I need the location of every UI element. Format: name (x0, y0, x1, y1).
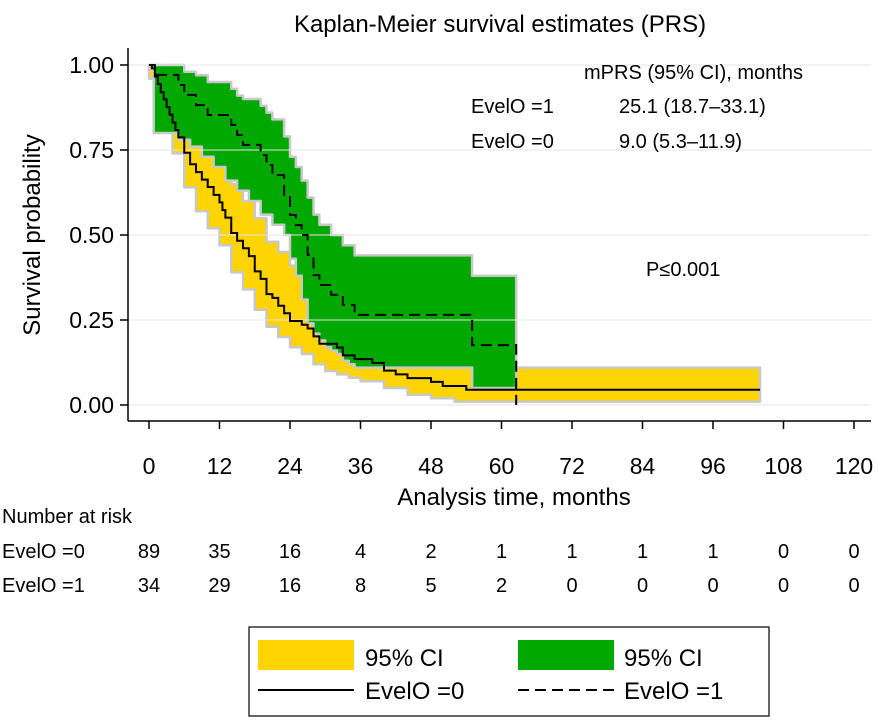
risk-value: 16 (279, 541, 301, 563)
risk-value: 1 (566, 541, 577, 563)
y-tick-label: 0.75 (69, 137, 114, 163)
x-tick-label: 96 (700, 453, 726, 479)
risk-value: 89 (138, 541, 160, 563)
y-tick-label: 0.50 (69, 222, 114, 248)
legend-label-evelo1: EvelO =1 (624, 678, 723, 705)
annotation-label-evelo0: EvelO =0 (471, 131, 554, 153)
annotation-value-evelo1: 25.1 (18.7–33.1) (619, 96, 766, 118)
risk-table: 89 35 16 4 2 1 1 1 1 0 0 34 29 16 8 5 2 0 0 0 0 0 (138, 541, 860, 597)
km-curve-evelo1 (149, 64, 518, 405)
p-value: P≤0.001 (646, 259, 720, 281)
x-tick-label: 60 (489, 453, 515, 479)
risk-value: 29 (208, 575, 230, 597)
risk-table-title: Number at risk (2, 506, 133, 528)
risk-value: 1 (707, 541, 718, 563)
risk-value: 8 (355, 575, 366, 597)
annotation-label-evelo1: EvelO =1 (471, 96, 554, 118)
risk-value: 0 (848, 575, 859, 597)
legend-swatch-ci-evelo1 (518, 640, 614, 670)
y-tick-label: 0.00 (69, 392, 114, 418)
y-tick-label: 0.25 (69, 307, 114, 333)
risk-value: 4 (355, 541, 366, 563)
risk-value: 34 (138, 575, 160, 597)
legend-label-evelo0: EvelO =0 (365, 678, 464, 705)
x-axis-label: Analysis time, months (397, 484, 630, 511)
risk-value: 16 (279, 575, 301, 597)
risk-value: 2 (425, 541, 436, 563)
x-tick-label: 120 (835, 453, 873, 479)
x-tick-label: 0 (143, 453, 156, 479)
legend-swatch-ci-evelo0 (258, 640, 354, 670)
y-axis-label: Survival probability (19, 134, 46, 335)
legend: 95% CI 95% CI EvelO =0 EvelO =1 (248, 626, 770, 717)
risk-value: 0 (637, 575, 648, 597)
risk-value: 0 (707, 575, 718, 597)
risk-value: 0 (566, 575, 577, 597)
legend-label-ci-evelo0: 95% CI (365, 645, 444, 672)
ci-band-evelo1 (147, 63, 518, 390)
risk-value: 1 (496, 541, 507, 563)
annotation-header: mPRS (95% CI), months (584, 62, 803, 84)
y-tick-label: 1.00 (69, 52, 114, 78)
risk-value: 0 (848, 541, 859, 563)
risk-value: 2 (496, 575, 507, 597)
legend-label-ci-evelo1: 95% CI (624, 645, 703, 672)
x-tick-label: 36 (348, 453, 374, 479)
x-tick-label: 72 (559, 453, 585, 479)
gridlines (128, 64, 871, 406)
x-tick-label: 108 (764, 453, 802, 479)
risk-value: 35 (208, 541, 230, 563)
chart-title: Kaplan-Meier survival estimates (PRS) (294, 11, 706, 38)
risk-value: 0 (778, 575, 789, 597)
risk-value: 1 (637, 541, 648, 563)
annotation-value-evelo0: 9.0 (5.3–11.9) (619, 131, 742, 153)
axis-ticks: 0.00 0.25 0.50 0.75 1.00 0 12 24 36 48 60 72 84 96 108… (69, 52, 873, 479)
risk-row-label-evelo1: EvelO =1 (2, 575, 85, 597)
x-tick-label: 12 (207, 453, 233, 479)
risk-row-label-evelo0: EvelO =0 (2, 541, 85, 563)
risk-value: 5 (425, 575, 436, 597)
x-tick-label: 24 (277, 453, 303, 479)
survival-curves (149, 64, 760, 405)
risk-value: 0 (778, 541, 789, 563)
km-curve-evelo0 (149, 64, 760, 391)
x-tick-label: 84 (630, 453, 656, 479)
x-tick-label: 48 (418, 453, 444, 479)
ci-bands (147, 63, 762, 403)
